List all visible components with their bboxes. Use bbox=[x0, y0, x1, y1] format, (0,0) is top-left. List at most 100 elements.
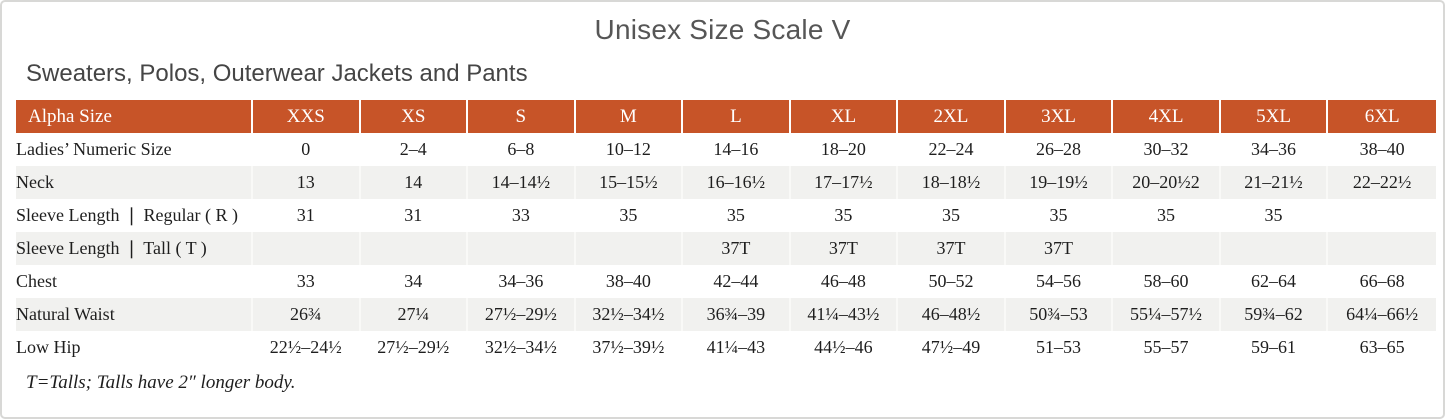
size-cell: 59¾–62 bbox=[1220, 298, 1329, 331]
size-cell: 17–17½ bbox=[790, 166, 899, 199]
size-cell: 64¼–66½ bbox=[1328, 298, 1436, 331]
table-row: Neck 13 14 14–14½ 15–15½ 16–16½ 17–17½ 18–18½ 19… bbox=[16, 166, 1436, 199]
table-row: Natural Waist 26¾ 27¼ 27½–29½ 32½–34½ 36¾–39 4… bbox=[16, 298, 1436, 331]
column-header: 3XL bbox=[1005, 100, 1114, 133]
size-cell: 34–36 bbox=[1221, 133, 1329, 166]
size-cell: 38–40 bbox=[576, 265, 684, 298]
size-cell: 55–57 bbox=[1113, 331, 1221, 364]
size-cell: 37T bbox=[1005, 232, 1114, 265]
column-header: L bbox=[683, 100, 791, 133]
size-cell bbox=[1220, 232, 1329, 265]
row-label: Ladies’ Numeric Size bbox=[16, 133, 253, 166]
size-cell: 14 bbox=[360, 166, 469, 199]
size-cell: 35 bbox=[791, 199, 899, 232]
size-cell: 22–22½ bbox=[1328, 166, 1436, 199]
size-cell: 15–15½ bbox=[575, 166, 684, 199]
column-header: XS bbox=[360, 100, 469, 133]
row-label: Chest bbox=[16, 265, 253, 298]
size-cell: 46–48½ bbox=[898, 298, 1006, 331]
column-header: XXS bbox=[253, 100, 361, 133]
corner-header: Alpha Size bbox=[16, 100, 253, 133]
size-cell: 58–60 bbox=[1113, 265, 1221, 298]
size-cell: 35 bbox=[576, 199, 684, 232]
size-cell: 42–44 bbox=[683, 265, 791, 298]
size-cell: 27½–29½ bbox=[468, 298, 576, 331]
table-body: Ladies’ Numeric Size 0 2–4 6–8 10–12 14–16 18–… bbox=[16, 133, 1436, 364]
size-cell: 35 bbox=[1113, 199, 1221, 232]
size-cell bbox=[1328, 199, 1436, 232]
size-cell: 26–28 bbox=[1006, 133, 1114, 166]
size-cell: 18–20 bbox=[791, 133, 899, 166]
size-cell: 30–32 bbox=[1113, 133, 1221, 166]
size-cell: 59–61 bbox=[1221, 331, 1329, 364]
size-cell: 55¼–57½ bbox=[1113, 298, 1221, 331]
size-cell: 44½–46 bbox=[791, 331, 899, 364]
size-cell: 10–12 bbox=[576, 133, 684, 166]
size-cell bbox=[1328, 232, 1436, 265]
column-header: S bbox=[468, 100, 576, 133]
size-cell: 50¾–53 bbox=[1005, 298, 1114, 331]
size-cell bbox=[253, 232, 361, 265]
size-cell: 20–20½2 bbox=[1113, 166, 1221, 199]
table-row: Sleeve Length ❘ Regular ( R ) 31 31 33 35 35 3… bbox=[16, 199, 1436, 232]
size-cell: 36¾–39 bbox=[683, 298, 791, 331]
size-cell: 18–18½ bbox=[898, 166, 1006, 199]
size-cell: 46–48 bbox=[791, 265, 899, 298]
size-cell: 50–52 bbox=[898, 265, 1006, 298]
row-label: Sleeve Length ❘ Tall ( T ) bbox=[16, 232, 253, 265]
size-cell: 27½–29½ bbox=[361, 331, 469, 364]
size-cell: 38–40 bbox=[1359, 139, 1405, 159]
size-cell: 35 bbox=[898, 199, 1006, 232]
size-cell: 31 bbox=[361, 199, 469, 232]
size-cell bbox=[360, 232, 469, 265]
row-label: Sleeve Length ❘ Regular ( R ) bbox=[16, 199, 253, 232]
table-head: Alpha Size XXS XS S M L XL 2XL 3XL 4XL 5XL 6XL bbox=[16, 100, 1436, 133]
page-subtitle: Sweaters, Polos, Outerwear Jackets and P… bbox=[26, 60, 528, 87]
size-cell: 33 bbox=[253, 265, 361, 298]
size-cell: 41¼–43½ bbox=[790, 298, 899, 331]
size-cell: 16–16½ bbox=[683, 166, 791, 199]
row-label: Natural Waist bbox=[16, 298, 253, 331]
table-row: Ladies’ Numeric Size 0 2–4 6–8 10–12 14–16 18–… bbox=[16, 133, 1436, 166]
row-label: Neck bbox=[16, 166, 253, 199]
size-cell: 62–64 bbox=[1221, 265, 1329, 298]
size-cell: 13 bbox=[253, 166, 361, 199]
size-cell: 41¼–43 bbox=[683, 331, 791, 364]
page-title: Unisex Size Scale V bbox=[594, 14, 851, 45]
column-header: XL bbox=[790, 100, 899, 133]
size-cell: 54–56 bbox=[1006, 265, 1114, 298]
size-cell: 32½–34½ bbox=[468, 331, 576, 364]
size-cell: 32½–34½ bbox=[575, 298, 684, 331]
size-cell: 35 bbox=[1006, 199, 1114, 232]
size-cell: 27¼ bbox=[360, 298, 469, 331]
size-cell: 37T bbox=[790, 232, 899, 265]
size-cell: 33 bbox=[468, 199, 576, 232]
size-cell: 37T bbox=[898, 232, 1006, 265]
table-row: Chest 33 34 34–36 38–40 42–44 46–48 50–52 54–56 5… bbox=[16, 265, 1436, 298]
size-cell: 2–4 bbox=[361, 133, 469, 166]
footnote: T=Talls; Talls have 2″ longer body. bbox=[26, 372, 296, 393]
size-cell bbox=[575, 232, 684, 265]
size-cell: 14–14½ bbox=[468, 166, 576, 199]
size-cell: 31 bbox=[253, 199, 361, 232]
size-cell: 22½–24½ bbox=[253, 331, 361, 364]
size-cell: 63–65 bbox=[1359, 337, 1405, 357]
size-cell: 0 bbox=[253, 133, 361, 166]
size-cell: 37½–39½ bbox=[576, 331, 684, 364]
size-cell: 19–19½ bbox=[1005, 166, 1114, 199]
size-cell: 47½–49 bbox=[898, 331, 1006, 364]
column-header: 6XL bbox=[1328, 100, 1436, 133]
column-header: 4XL bbox=[1113, 100, 1221, 133]
size-cell: 34 bbox=[361, 265, 469, 298]
header-row: Alpha Size XXS XS S M L XL 2XL 3XL 4XL 5XL 6XL bbox=[16, 100, 1436, 133]
size-cell: 21–21½ bbox=[1220, 166, 1329, 199]
row-label: Low Hip bbox=[16, 331, 253, 364]
size-cell: 34–36 bbox=[468, 265, 576, 298]
size-cell bbox=[1113, 232, 1221, 265]
size-cell: 14–16 bbox=[683, 133, 791, 166]
size-cell: 51–53 bbox=[1006, 331, 1114, 364]
size-table: Alpha Size XXS XS S M L XL 2XL 3XL 4XL 5XL 6XL Ladi… bbox=[16, 100, 1436, 364]
size-cell: 22–24 bbox=[898, 133, 1006, 166]
size-cell: 6–8 bbox=[468, 133, 576, 166]
